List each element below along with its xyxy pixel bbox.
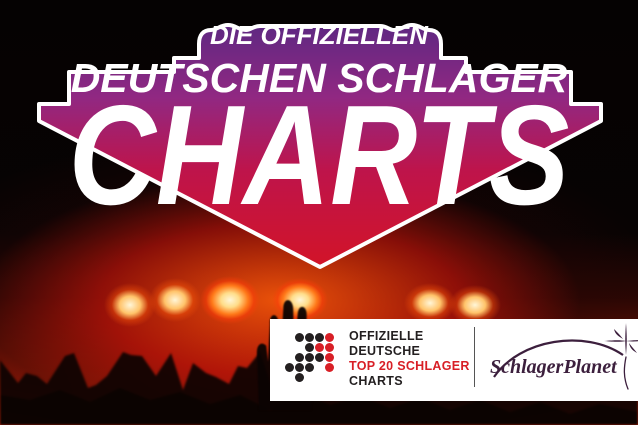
svg-text:SchlagerPlanet: SchlagerPlanet (490, 356, 618, 378)
